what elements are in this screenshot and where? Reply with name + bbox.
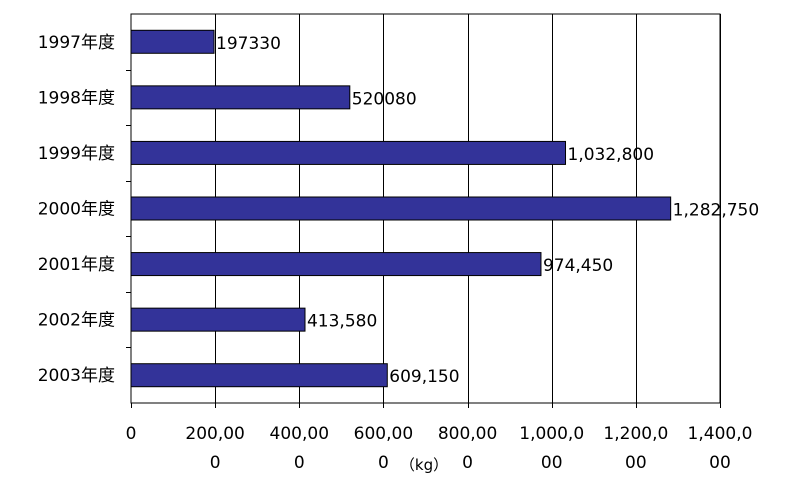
x-tick-label: 400,00 [270,424,329,444]
category-label: 2003年度 [38,366,115,386]
data-label: 520080 [352,89,417,109]
category-label: 1997年度 [38,33,115,53]
bar-4 [130,196,672,221]
data-label: 609,150 [389,367,459,387]
plot-area: 1997年度 197330 1998年度 520080 1999年度 1,032,800 2… [38,13,760,474]
x-tick-label-continued: 0 [462,453,473,473]
category-label: 2000年度 [38,200,115,220]
category-label: 1998年度 [38,88,115,108]
x-tick-label: 600,00 [354,424,413,444]
x-tick-label-continued: 0 [294,453,305,473]
data-label: 974,450 [543,256,613,276]
bar-1 [130,29,215,54]
data-label: 413,580 [307,312,377,332]
bar-5 [130,252,542,277]
x-tick-label-continued: 00 [709,453,731,473]
category-label: 1999年度 [38,144,115,164]
x-tick-label: 200,00 [185,424,244,444]
x-tick-label-continued: 0 [210,453,221,473]
x-tick-label: 0 [126,424,137,444]
bar-6 [130,307,306,332]
data-label: 197330 [216,34,281,54]
x-tick-label: 800,00 [438,424,497,444]
x-tick-label-continued: 00 [625,453,647,473]
bar-3 [130,140,567,165]
category-label: 2002年度 [38,311,115,331]
x-tick-label: 1,400,0 [688,424,753,444]
bar-7 [130,363,388,388]
x-tick-label-continued: 0 [378,453,389,473]
data-label: 1,032,800 [568,145,655,165]
category-label: 2001年度 [38,255,115,275]
data-label: 1,282,750 [673,201,760,221]
unit-label: （kg） [400,456,448,474]
bar-2 [130,85,351,110]
x-tick-label: 1,200,0 [603,424,668,444]
x-tick-label-continued: 00 [541,453,563,473]
x-tick-label: 1,000,0 [519,424,584,444]
